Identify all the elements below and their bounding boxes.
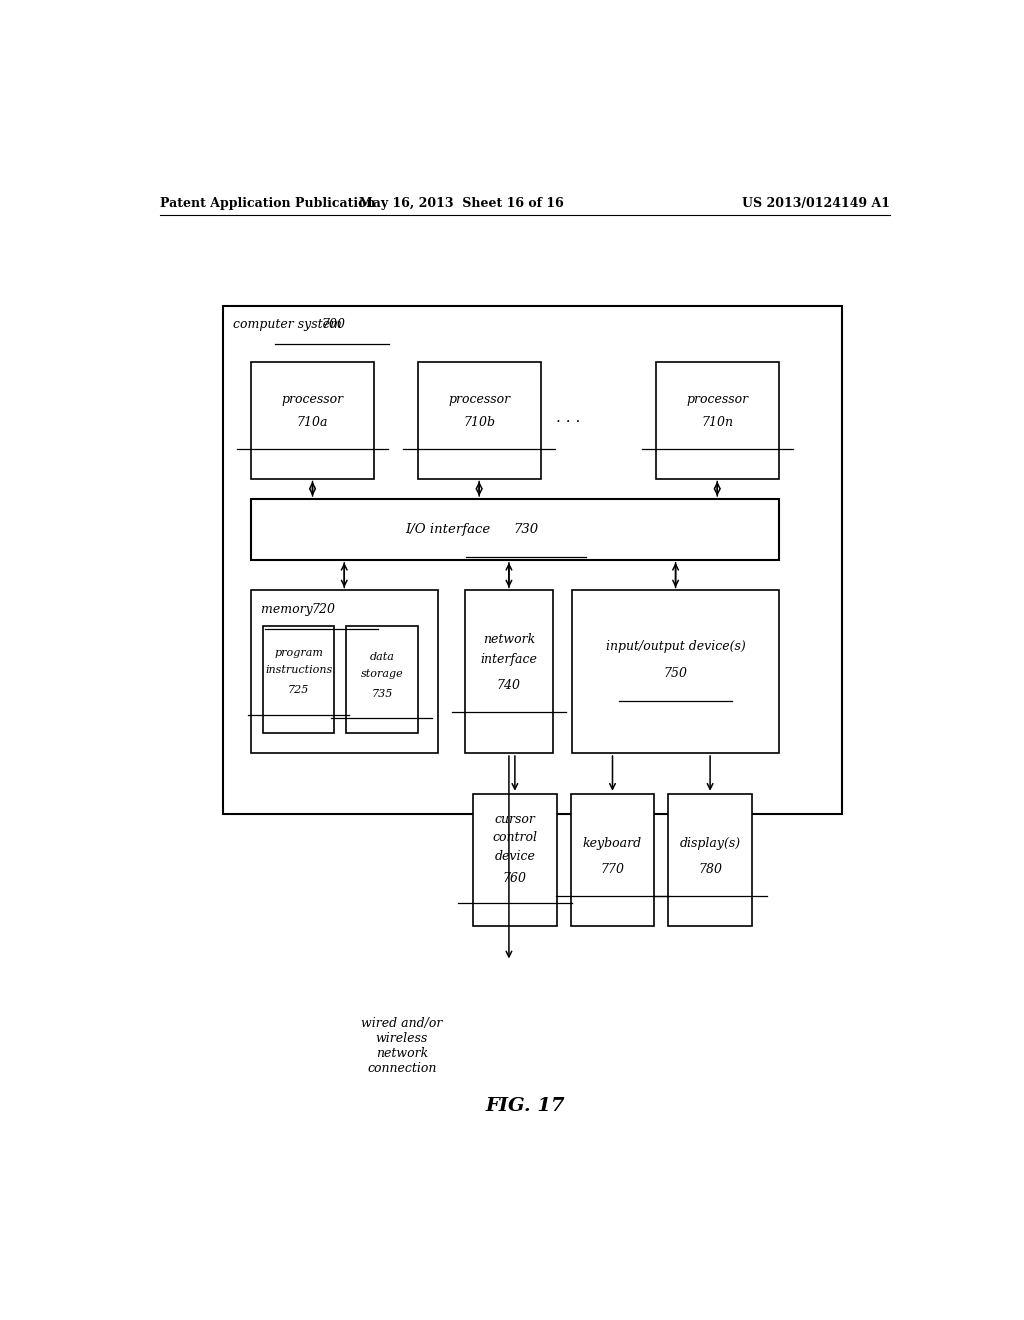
Bar [418,362,541,479]
Text: instructions: instructions [265,665,332,675]
Text: data: data [370,652,394,661]
Bar [655,362,779,479]
Bar [251,590,437,752]
Text: 750: 750 [664,667,687,680]
Text: wired and/or
wireless
network
connection: wired and/or wireless network connection [361,1018,442,1076]
Text: 710n: 710n [701,416,733,429]
Text: 780: 780 [698,863,722,876]
Text: processor: processor [686,393,749,407]
Bar [251,362,374,479]
Bar [251,499,778,560]
Bar [570,793,654,925]
Text: computer system: computer system [232,318,346,331]
Text: FIG. 17: FIG. 17 [485,1097,564,1114]
Text: cursor: cursor [495,813,536,825]
Text: network: network [482,632,536,645]
Text: 770: 770 [600,863,625,876]
Bar [346,626,418,733]
Text: 720: 720 [311,602,335,615]
Bar [223,306,842,814]
Text: 710b: 710b [463,416,496,429]
Text: 725: 725 [288,685,309,696]
Text: keyboard: keyboard [583,837,642,850]
Text: memory: memory [260,602,321,615]
Text: control: control [493,830,538,843]
Text: US 2013/0124149 A1: US 2013/0124149 A1 [741,197,890,210]
Text: May 16, 2013  Sheet 16 of 16: May 16, 2013 Sheet 16 of 16 [359,197,563,210]
Text: 730: 730 [513,523,539,536]
Text: 735: 735 [372,689,392,698]
Text: I/O interface: I/O interface [406,523,495,536]
Text: input/output device(s): input/output device(s) [606,640,745,653]
Text: 710a: 710a [297,416,329,429]
Text: storage: storage [360,669,403,680]
Text: 700: 700 [322,318,346,331]
Text: 760: 760 [503,871,527,884]
Text: Patent Application Publication: Patent Application Publication [160,197,375,210]
Text: . . .: . . . [556,411,581,425]
Text: processor: processor [449,393,510,407]
Text: interface: interface [480,653,538,667]
Bar [473,793,557,925]
Text: processor: processor [282,393,344,407]
Text: display(s): display(s) [680,837,740,850]
Text: program: program [274,648,323,657]
Bar [465,590,553,752]
Text: 740: 740 [497,680,521,693]
Bar [669,793,752,925]
Text: device: device [495,850,536,863]
Bar [263,626,334,733]
Bar [572,590,779,752]
